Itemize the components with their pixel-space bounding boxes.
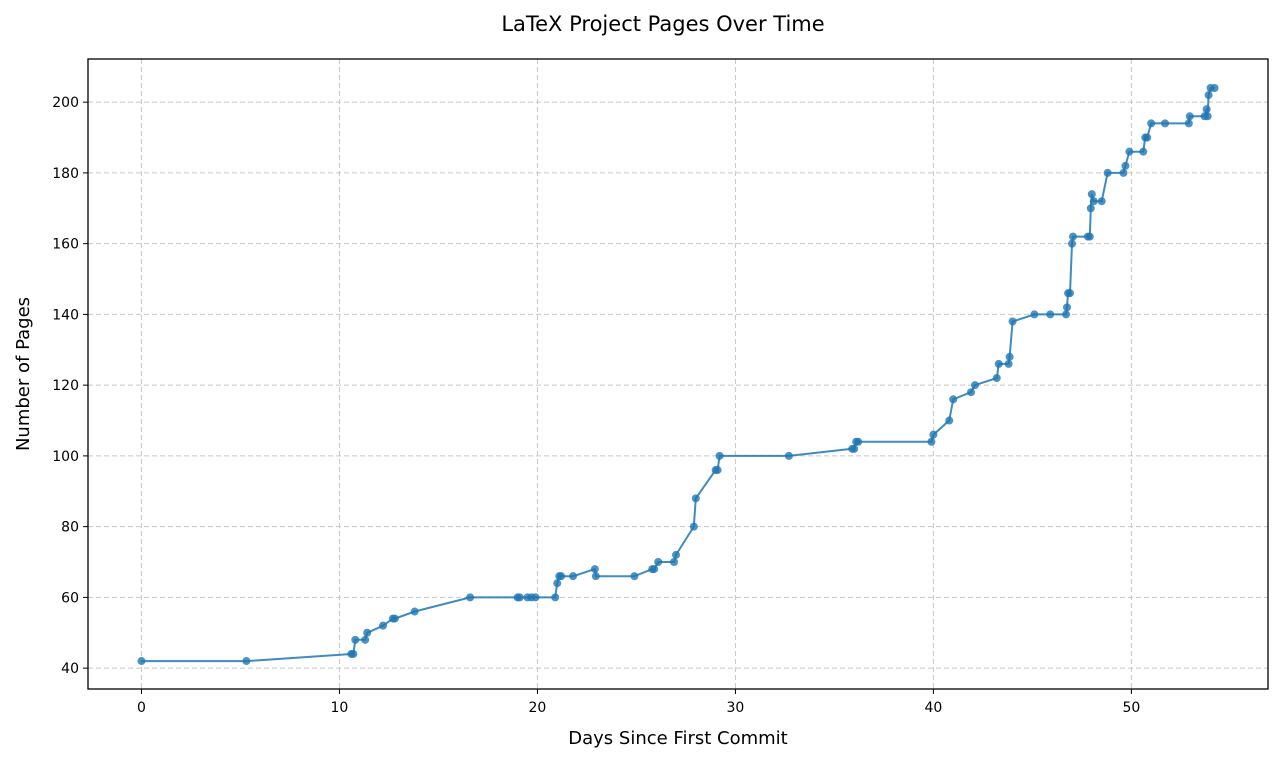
- data-point: [1202, 105, 1211, 114]
- y-tick-label: 40: [61, 661, 79, 677]
- data-point: [630, 572, 639, 581]
- y-tick-label: 160: [52, 237, 79, 253]
- data-point: [1203, 112, 1212, 121]
- plot-frame: [87, 58, 1269, 690]
- data-point: [992, 374, 1001, 383]
- y-axis: 40 60 80 100 120 140 160 180 200: [52, 95, 88, 677]
- data-point: [1210, 84, 1219, 93]
- data-point: [1121, 161, 1130, 170]
- data-point: [1067, 239, 1076, 248]
- data-point: [137, 657, 146, 666]
- data-point: [1139, 147, 1148, 156]
- data-point: [1004, 359, 1013, 368]
- data-point: [351, 635, 360, 644]
- data-point: [945, 416, 954, 425]
- data-point: [967, 388, 976, 397]
- x-axis-label: Days Since First Commit: [568, 728, 787, 749]
- data-point: [927, 437, 936, 446]
- data-point: [654, 558, 663, 567]
- data-point: [689, 522, 698, 531]
- data-point: [1030, 310, 1039, 319]
- data-point: [949, 395, 958, 404]
- data-point: [1046, 310, 1055, 319]
- data-point: [1087, 190, 1096, 199]
- data-point: [1143, 133, 1152, 142]
- data-point: [970, 381, 979, 390]
- grid: [88, 59, 1268, 689]
- data-point: [363, 628, 372, 637]
- data-point: [1204, 91, 1213, 100]
- data-point: [379, 621, 387, 630]
- data-point: [650, 565, 659, 574]
- y-tick-label: 180: [52, 166, 79, 182]
- x-tick-label: 50: [1122, 700, 1140, 716]
- data-point: [466, 593, 475, 602]
- data-point: [1119, 168, 1128, 177]
- y-tick-label: 100: [52, 449, 79, 465]
- data-point: [361, 635, 370, 644]
- data-point: [1161, 119, 1170, 128]
- x-tick-label: 10: [331, 700, 349, 716]
- data-point: [1185, 112, 1194, 121]
- data-point: [1097, 197, 1106, 206]
- data-point: [929, 430, 938, 439]
- data-point: [569, 572, 578, 581]
- data-point: [854, 437, 863, 446]
- data-point: [715, 451, 724, 460]
- y-tick-label: 120: [52, 378, 79, 394]
- data-point: [1085, 232, 1094, 241]
- data-point: [1125, 147, 1134, 156]
- data-point: [557, 572, 566, 581]
- data-point: [1066, 289, 1075, 298]
- data-point: [670, 558, 679, 567]
- data-point: [1063, 303, 1072, 312]
- data-point: [1062, 310, 1071, 319]
- x-axis: 0 10 20 30 40 50: [137, 689, 1140, 716]
- data-point: [390, 614, 399, 623]
- series-line: [141, 87, 1215, 663]
- data-point: [590, 565, 599, 574]
- data-point: [1103, 168, 1112, 177]
- data-point: [994, 359, 1003, 368]
- y-tick-label: 60: [61, 590, 79, 606]
- data-point: [591, 572, 600, 581]
- data-point: [349, 649, 358, 658]
- data-point: [1008, 317, 1017, 326]
- data-point: [691, 494, 700, 503]
- data-point: [1147, 119, 1156, 128]
- data-point: [713, 466, 722, 475]
- y-tick-label: 140: [52, 307, 79, 323]
- data-point: [784, 451, 793, 460]
- data-point: [531, 593, 540, 602]
- y-axis-label: Number of Pages: [13, 297, 34, 451]
- data-point: [1184, 119, 1193, 128]
- data-point: [553, 579, 562, 588]
- x-tick-label: 30: [727, 700, 745, 716]
- data-point: [1005, 352, 1014, 361]
- data-point: [242, 657, 251, 666]
- data-point: [515, 593, 524, 602]
- data-point: [551, 593, 560, 602]
- y-tick-label: 80: [61, 520, 79, 536]
- data-point: [1089, 197, 1098, 206]
- data-point: [1086, 204, 1095, 213]
- data-point: [410, 607, 419, 616]
- data-point: [672, 550, 681, 559]
- x-tick-label: 0: [137, 700, 146, 716]
- chart-title: LaTeX Project Pages Over Time: [501, 12, 824, 36]
- x-tick-label: 40: [924, 700, 942, 716]
- series-pages: [137, 84, 1219, 666]
- data-point: [850, 444, 859, 453]
- y-tick-label: 200: [52, 95, 79, 111]
- x-tick-label: 20: [529, 700, 547, 716]
- data-point: [1068, 232, 1077, 241]
